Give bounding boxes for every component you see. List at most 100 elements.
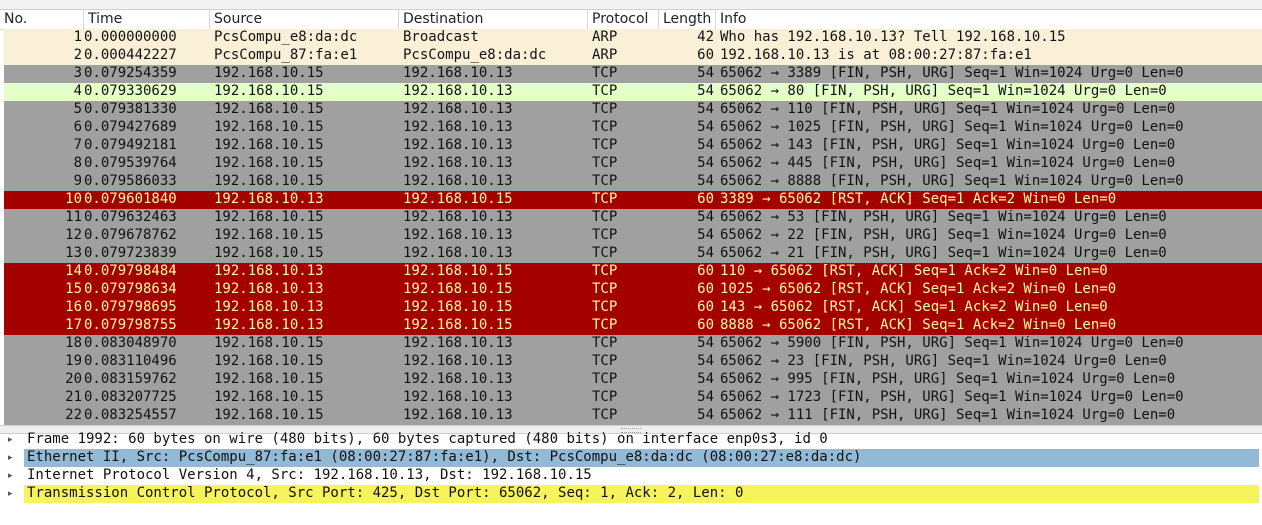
packet-destination: 192.168.10.13 xyxy=(403,407,513,423)
packet-row[interactable]: 4 0.079330629 192.168.10.15 192.168.10.13 TC… xyxy=(4,83,1262,101)
packet-row[interactable]: 3 0.079254359 192.168.10.15 192.168.10.13 TC… xyxy=(4,65,1262,83)
packet-row[interactable]: 19 0.083110496 192.168.10.15 192.168.10.13 T… xyxy=(4,353,1262,371)
packet-length: 54 xyxy=(697,371,714,387)
packet-row[interactable]: 2 0.000442227 PcsCompu_87:fa:e1 PcsCompu_e8… xyxy=(4,47,1262,65)
packet-row[interactable]: 22 0.083254557 192.168.10.15 192.168.10.13 T… xyxy=(4,407,1262,425)
packet-info: 65062 → 995 [FIN, PSH, URG] Seq=1 Win=10… xyxy=(720,371,1176,387)
detail-tree-item[interactable]: ▸ Ethernet II, Src: PcsCompu_87:fa:e1 (08… xyxy=(0,449,1262,467)
packet-row[interactable]: 20 0.083159762 192.168.10.15 192.168.10.13 T… xyxy=(4,371,1262,389)
packet-source: PcsCompu_87:fa:e1 xyxy=(214,47,358,63)
packet-destination: Broadcast xyxy=(403,29,479,45)
packet-row[interactable]: 5 0.079381330 192.168.10.15 192.168.10.13 TC… xyxy=(4,101,1262,119)
packet-row[interactable]: 18 0.083048970 192.168.10.15 192.168.10.13 T… xyxy=(4,335,1262,353)
column-header-length[interactable]: Length xyxy=(659,10,716,29)
packet-row[interactable]: 6 0.079427689 192.168.10.15 192.168.10.13 TC… xyxy=(4,119,1262,137)
packet-length: 60 xyxy=(697,281,714,297)
packet-time: 0.079330629 xyxy=(84,83,177,99)
packet-protocol: TCP xyxy=(592,263,618,279)
packet-row[interactable]: 9 0.079586033 192.168.10.15 192.168.10.13 TC… xyxy=(4,173,1262,191)
column-header-no[interactable]: No. xyxy=(0,10,84,29)
packet-time: 0.079601840 xyxy=(84,191,177,207)
packet-number: 22 xyxy=(65,407,82,423)
packet-destination: 192.168.10.13 xyxy=(403,227,513,243)
packet-source: 192.168.10.15 xyxy=(214,101,324,117)
packet-number: 14 xyxy=(65,263,82,279)
packet-row[interactable]: 14 0.079798484 192.168.10.13 192.168.10.15 T… xyxy=(4,263,1262,281)
detail-tree-item[interactable]: ▸ Frame 1992: 60 bytes on wire (480 bits)… xyxy=(0,431,1262,449)
packet-protocol: TCP xyxy=(592,65,618,81)
packet-row[interactable]: 12 0.079678762 192.168.10.15 192.168.10.13 T… xyxy=(4,227,1262,245)
packet-number: 12 xyxy=(65,227,82,243)
packet-info: 65062 → 111 [FIN, PSH, URG] Seq=1 Win=10… xyxy=(720,407,1176,423)
packet-source: 192.168.10.15 xyxy=(214,209,324,225)
packet-protocol: TCP xyxy=(592,245,618,261)
packet-time: 0.083110496 xyxy=(84,353,177,369)
packet-protocol: TCP xyxy=(592,173,618,189)
packet-protocol: ARP xyxy=(592,29,618,45)
packet-time: 0.079798695 xyxy=(84,299,177,315)
packet-length: 60 xyxy=(697,47,714,63)
packet-source: 192.168.10.15 xyxy=(214,407,324,423)
packet-length: 54 xyxy=(697,83,714,99)
packet-source: 192.168.10.15 xyxy=(214,155,324,171)
packet-protocol: TCP xyxy=(592,335,618,351)
packet-protocol: TCP xyxy=(592,191,618,207)
packet-number: 2 xyxy=(73,47,82,63)
column-header-source[interactable]: Source xyxy=(210,10,399,29)
packet-time: 0.079539764 xyxy=(84,155,177,171)
packet-source: 192.168.10.15 xyxy=(214,335,324,351)
packet-list-header: No. Time Source Destination Protocol Len… xyxy=(0,10,1262,30)
packet-destination: 192.168.10.13 xyxy=(403,155,513,171)
packet-time: 0.079723839 xyxy=(84,245,177,261)
packet-row[interactable]: 7 0.079492181 192.168.10.15 192.168.10.13 TC… xyxy=(4,137,1262,155)
packet-row[interactable]: 21 0.083207725 192.168.10.15 192.168.10.13 T… xyxy=(4,389,1262,407)
expand-arrow-icon[interactable]: ▸ xyxy=(8,435,13,445)
display-filter-bar[interactable] xyxy=(0,0,1262,10)
detail-tree-item[interactable]: ▸ Transmission Control Protocol, Src Port… xyxy=(0,485,1262,503)
packet-time: 0.079798755 xyxy=(84,317,177,333)
column-header-info[interactable]: Info xyxy=(720,11,747,27)
packet-length: 60 xyxy=(697,263,714,279)
detail-tree-label: Internet Protocol Version 4, Src: 192.16… xyxy=(27,467,592,483)
column-header-destination[interactable]: Destination xyxy=(399,10,588,29)
packet-info: Who has 192.168.10.13? Tell 192.168.10.1… xyxy=(720,29,1066,45)
packet-row[interactable]: 8 0.079539764 192.168.10.15 192.168.10.13 TC… xyxy=(4,155,1262,173)
packet-time: 0.000442227 xyxy=(84,47,177,63)
column-header-protocol[interactable]: Protocol xyxy=(588,10,659,29)
packet-destination: 192.168.10.13 xyxy=(403,335,513,351)
packet-info: 65062 → 5900 [FIN, PSH, URG] Seq=1 Win=1… xyxy=(720,335,1184,351)
packet-time: 0.083207725 xyxy=(84,389,177,405)
packet-length: 54 xyxy=(697,407,714,423)
packet-number: 6 xyxy=(73,119,82,135)
packet-row[interactable]: 15 0.079798634 192.168.10.13 192.168.10.15 T… xyxy=(4,281,1262,299)
packet-row[interactable]: 1 0.000000000 PcsCompu_e8:da:dc Broadcast AR… xyxy=(4,29,1262,47)
packet-row[interactable]: 17 0.079798755 192.168.10.13 192.168.10.15 T… xyxy=(4,317,1262,335)
expand-arrow-icon[interactable]: ▸ xyxy=(8,489,13,499)
packet-length: 60 xyxy=(697,191,714,207)
packet-source: PcsCompu_e8:da:dc xyxy=(214,29,358,45)
packet-row[interactable]: 10 0.079601840 192.168.10.13 192.168.10.15 T… xyxy=(4,191,1262,209)
expand-arrow-icon[interactable]: ▸ xyxy=(8,453,13,463)
packet-number: 4 xyxy=(73,83,82,99)
packet-destination: 192.168.10.15 xyxy=(403,281,513,297)
expand-arrow-icon[interactable]: ▸ xyxy=(8,471,13,481)
packet-length: 54 xyxy=(697,389,714,405)
packet-row[interactable]: 16 0.079798695 192.168.10.13 192.168.10.15 T… xyxy=(4,299,1262,317)
pane-splitter[interactable] xyxy=(0,425,1262,434)
detail-tree-item[interactable]: ▸ Internet Protocol Version 4, Src: 192.1… xyxy=(0,467,1262,485)
packet-length: 54 xyxy=(697,155,714,171)
packet-row[interactable]: 13 0.079723839 192.168.10.15 192.168.10.13 T… xyxy=(4,245,1262,263)
packet-length: 60 xyxy=(697,299,714,315)
packet-row[interactable]: 11 0.079632463 192.168.10.15 192.168.10.13 T… xyxy=(4,209,1262,227)
packet-number: 18 xyxy=(65,335,82,351)
packet-destination: 192.168.10.13 xyxy=(403,65,513,81)
packet-source: 192.168.10.15 xyxy=(214,83,324,99)
packet-destination: 192.168.10.15 xyxy=(403,317,513,333)
packet-number: 13 xyxy=(65,245,82,261)
packet-source: 192.168.10.15 xyxy=(214,371,324,387)
packet-source: 192.168.10.13 xyxy=(214,191,324,207)
column-header-time[interactable]: Time xyxy=(84,10,210,29)
packet-info: 65062 → 80 [FIN, PSH, URG] Seq=1 Win=102… xyxy=(720,83,1167,99)
packet-time: 0.083159762 xyxy=(84,371,177,387)
packet-number: 20 xyxy=(65,371,82,387)
